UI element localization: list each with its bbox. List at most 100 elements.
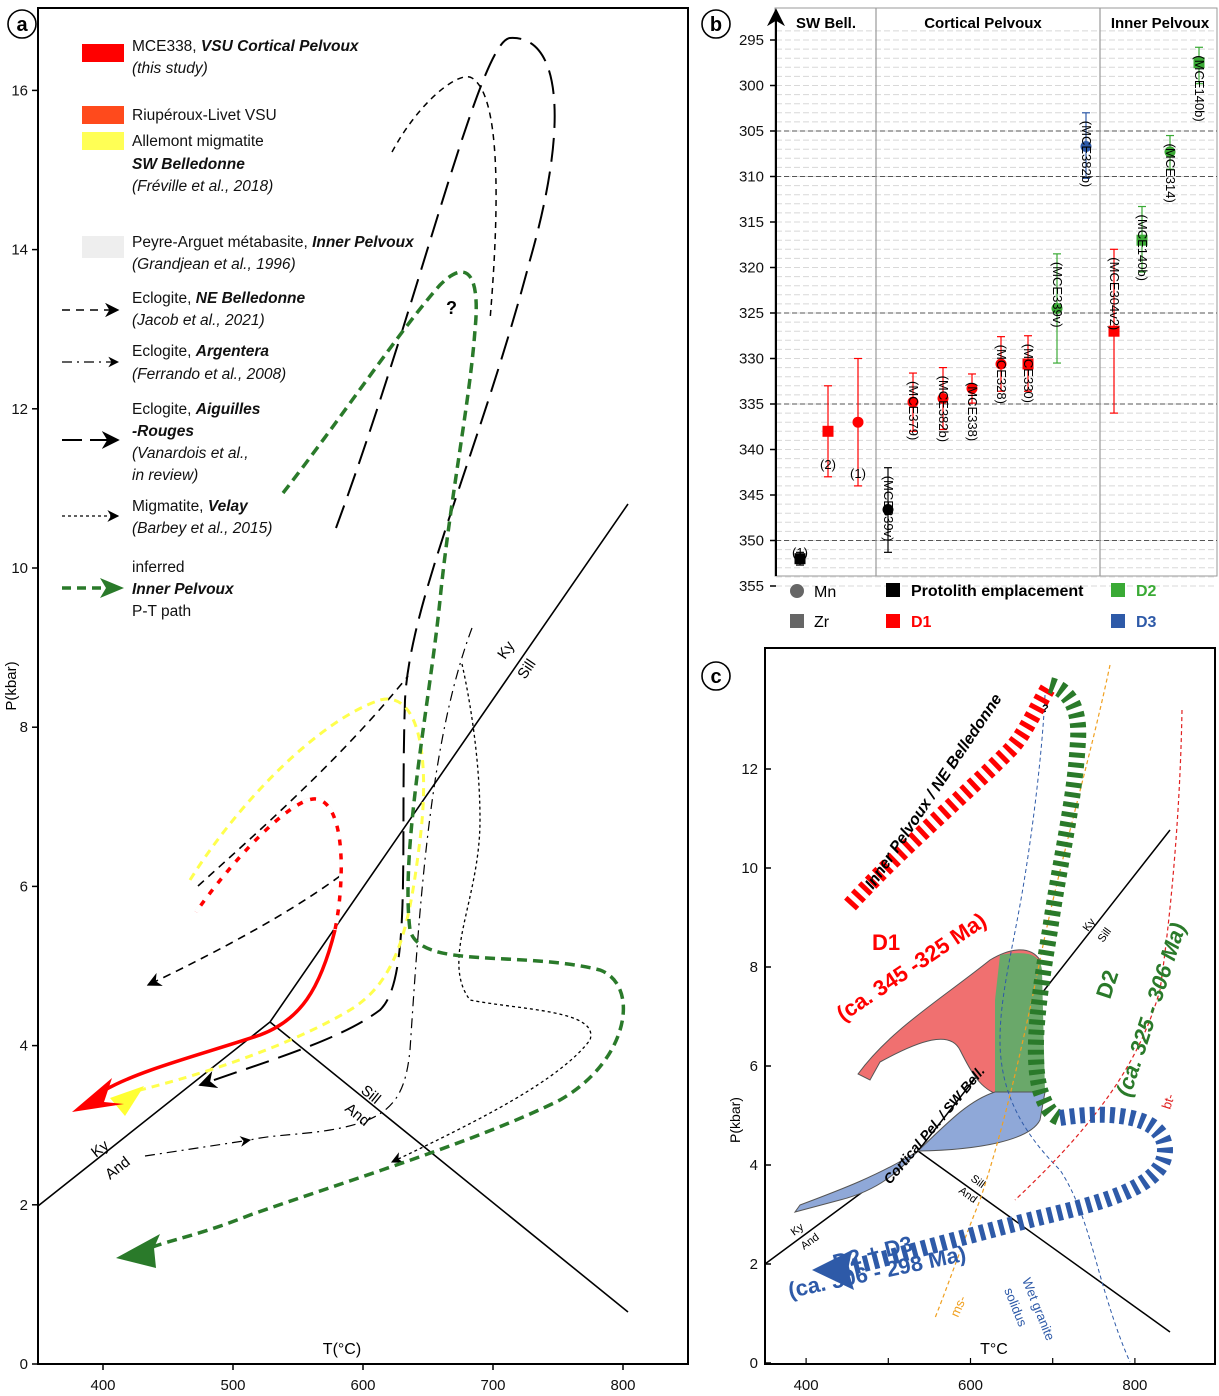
legend-d1: D1	[911, 614, 932, 631]
b-point-zr	[1193, 57, 1205, 69]
b-sample-label: (MCE140b)	[1192, 55, 1207, 121]
b-sample-label: (MCE304v2)	[1107, 257, 1122, 330]
b-point-mn	[995, 358, 1007, 370]
panel-c: c 0 2 4 6 8 10 12 400 600 800 P(kbar) T°C Ky Sil…	[701, 647, 1216, 1394]
b-point-mn	[1080, 140, 1092, 152]
path-velay	[390, 663, 592, 1163]
d1-path	[844, 680, 1057, 911]
path-allemont-arrow	[110, 1086, 144, 1116]
path-argentera-arrow	[144, 1136, 252, 1157]
legend-protolith-marker	[886, 583, 900, 597]
b-ytick-label: 305	[739, 123, 764, 140]
svg-text:c: c	[710, 666, 721, 688]
b-ytick-label: 335	[739, 396, 764, 413]
c-xtick-label: 400	[794, 1377, 819, 1394]
d3-path	[838, 1106, 1174, 1278]
a-ytick-label: 2	[20, 1197, 28, 1214]
bt-out-curve	[1014, 709, 1183, 1201]
b-point-zr	[822, 425, 834, 437]
wet-granite-solidus	[999, 694, 1131, 1363]
b-point-mn	[852, 416, 864, 428]
legend-velay: Migmatite, Velay	[132, 498, 249, 515]
panel-a-x-axis: 400 500 600 700 800	[90, 1364, 636, 1394]
b-ref-label: (1)	[792, 545, 808, 560]
legend-zr-marker	[790, 614, 804, 628]
b-point-mn	[966, 383, 978, 395]
d2-path	[1027, 677, 1087, 1126]
legend-arrow-inner-pelvoux	[100, 578, 124, 598]
sill-and-line	[269, 1021, 629, 1313]
legend-d2: D2	[1136, 583, 1157, 600]
legend-swatch-peyre	[82, 236, 124, 258]
path-aiguilles-rouges	[198, 36, 556, 1089]
header-cortical-pelvoux: Cortical Pelvoux	[924, 15, 1042, 32]
panel-c-ylabel: P(kbar)	[727, 1097, 743, 1143]
legend-swatch-riuperoux	[82, 106, 124, 124]
panel-c-frame	[764, 647, 1216, 1365]
b-ref-label: (2)	[820, 457, 836, 472]
a-ytick-label: 0	[20, 1356, 28, 1373]
c-label-d2: D2	[1091, 967, 1123, 1001]
path-ne-belledonne-arrow	[146, 875, 341, 986]
b-point-mn	[882, 504, 894, 516]
b-ytick-label: 350	[739, 533, 764, 550]
c-ytick-label: 2	[750, 1256, 758, 1273]
ms-out-curve	[934, 664, 1111, 1319]
c-label-ky: Ky	[1081, 916, 1099, 934]
c-ytick-label: 6	[750, 1058, 758, 1075]
b-point-zr	[1022, 358, 1034, 370]
a-ytick-label: 16	[11, 82, 28, 99]
c-label-d2-age: (ca. 325 - 306 Ma)	[1111, 920, 1191, 1100]
path-mce338-arrow	[72, 1078, 124, 1112]
legend-d3: D3	[1136, 614, 1157, 631]
b-ytick-label: 330	[739, 351, 764, 368]
path-argentera	[249, 627, 473, 1141]
c-label-inner: Inner Pelvoux / NE Belledonne	[862, 691, 1005, 892]
b-point-zr	[1136, 234, 1148, 246]
legend-inferred: inferred	[132, 559, 185, 576]
svg-text:a: a	[16, 14, 28, 36]
b-sample-label: (MCE339v)	[1050, 262, 1065, 328]
legend-velay-ref: (Barbey et al., 2015)	[132, 520, 272, 537]
panel-a-badge: a	[7, 9, 37, 39]
a-ytick-label: 8	[20, 719, 28, 736]
b-ref-label: (1)	[850, 466, 866, 481]
legend-swatch-allemont	[82, 132, 124, 150]
legend-protolith: Protolith emplacement	[911, 583, 1084, 600]
a-xtick-label: 800	[610, 1377, 635, 1394]
label-ky: Ky	[494, 638, 518, 662]
c-ytick-label: 10	[741, 860, 758, 877]
legend-argentera-ref: (Ferrando et al., 2008)	[132, 366, 286, 383]
panel-a-legend: MCE338, VSU Cortical Pelvoux (this study…	[62, 38, 415, 620]
panel-c-x-axis: 400 600 800	[794, 1358, 1147, 1394]
a-ytick-label: 12	[11, 401, 28, 418]
b-ytick-label: 295	[739, 32, 764, 49]
legend-aiguilles-bold2: -Rouges	[132, 423, 194, 440]
c-ytick-label: 0	[750, 1355, 758, 1372]
legend-allemont-bold: SW Belledonne	[132, 156, 245, 173]
c-label-ms: ms-	[947, 1293, 970, 1319]
c-ytick-label: 4	[750, 1157, 758, 1174]
c-ytick-label: 12	[741, 761, 758, 778]
panel-b-badge: b	[701, 9, 731, 39]
legend-swatch-mce338	[82, 44, 124, 62]
question-mark: ?	[446, 298, 457, 318]
header-inner-pelvoux: Inner Pelvoux	[1111, 15, 1210, 32]
b-point-zr	[1108, 325, 1120, 337]
panel-c-badge: c	[701, 661, 731, 691]
panel-a-frame	[37, 7, 689, 1365]
c-xtick-label: 800	[1122, 1377, 1147, 1394]
legend-ne-belledonne: Eclogite, NE Belledonne	[132, 290, 306, 307]
legend-inner-pelvoux: Inner Pelvoux	[132, 581, 235, 598]
b-point-mn	[1164, 146, 1176, 158]
c-label-bt: bt-	[1159, 1092, 1178, 1111]
b-ytick-label: 320	[739, 260, 764, 277]
svg-text:b: b	[710, 14, 722, 36]
b-sample-label: (MCE339v)	[881, 476, 896, 542]
b-sample-label: (MCE330)	[1021, 344, 1036, 403]
a-ytick-label: 14	[11, 242, 28, 259]
a-xtick-label: 600	[350, 1377, 375, 1394]
label-sill: Sill	[514, 656, 539, 682]
panel-b-y-axis: 295 300 305 310 315 320 325 330 335 340 345 350 355	[739, 32, 776, 595]
legend-mn-marker	[790, 584, 804, 598]
